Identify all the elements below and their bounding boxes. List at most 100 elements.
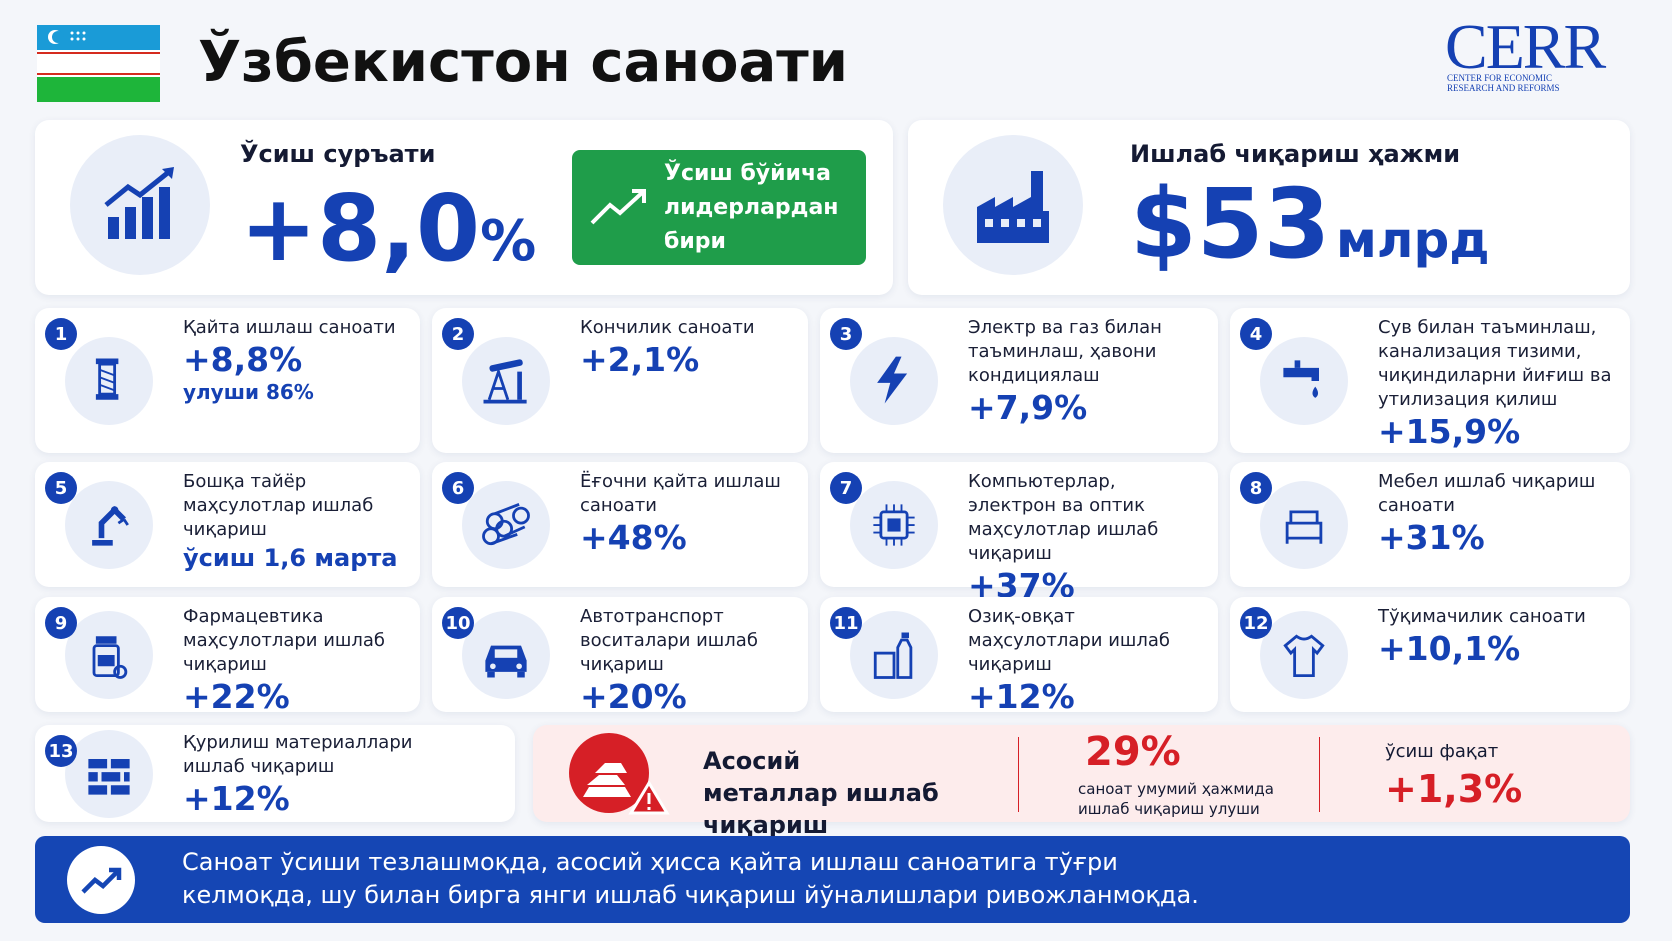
industry-card: 10 Автотранспорт воситалари ишлаб чиқариш…	[432, 597, 808, 716]
industry-label: Сув билан таъминлаш, канализация тизими,…	[1378, 317, 1612, 410]
icon-glyph	[92, 635, 128, 679]
icon	[1260, 480, 1348, 569]
icon-glyph	[877, 356, 908, 403]
industry-label: Фармацевтика маҳсулотлари ишлаб чиқариш	[183, 606, 385, 675]
industry-number: 5	[45, 472, 77, 504]
icon-glyph	[485, 645, 527, 677]
industry-number: 9	[45, 607, 77, 639]
volume-card: Ишлаб чиқариш ҳажми $53 млрд	[908, 120, 1630, 295]
icon-glyph	[92, 505, 129, 546]
icon-glyph	[95, 358, 119, 400]
icon-glyph	[1285, 509, 1323, 544]
growth-number: +8,0	[240, 175, 481, 282]
industry-text: Электр ва газ билан таъминлаш, ҳавони ко…	[968, 316, 1206, 428]
metals-share-label: саноат умумий ҳажмида ишлаб чиқариш улуш…	[1078, 780, 1274, 818]
industry-card: 7 Компьютерлар, электрон ва оптик маҳсуло…	[820, 462, 1218, 605]
industry-number: 3	[830, 318, 862, 350]
industry-text: Кончилик саноати +2,1%	[580, 316, 796, 380]
industry-label: Автотранспорт воситалари ишлаб чиқариш	[580, 606, 758, 675]
industry-value: +12%	[183, 779, 290, 818]
icon	[943, 135, 1083, 275]
industry-note: улуши 86%	[183, 380, 314, 404]
metals-share: 29%	[1085, 729, 1181, 775]
industry-number: 4	[1240, 318, 1272, 350]
icon	[850, 336, 938, 425]
volume-label: Ишлаб чиқариш ҳажми	[1130, 140, 1461, 168]
industry-text: Қурилиш материаллари ишлаб чиқариш +12%	[183, 731, 423, 819]
industry-text: Мебел ишлаб чиқариш саноати +31%	[1378, 470, 1618, 558]
industry-label: Мебел ишлаб чиқариш саноати	[1378, 471, 1596, 516]
industry-number: 2	[442, 318, 474, 350]
industry-card: 1 Қайта ишлаш саноати +8,8% улуши 86%	[35, 308, 420, 453]
metals-growth: +1,3%	[1385, 767, 1523, 811]
industry-label: Қайта ишлаш саноати	[183, 317, 396, 338]
industry-card: 5 Бошқа тайёр маҳсулотлар ишлаб чиқариш ўс…	[35, 462, 420, 587]
industry-value: +22%	[183, 677, 290, 716]
industry-label: Қурилиш материаллари ишлаб чиқариш	[183, 732, 413, 777]
industry-label: Электр ва газ билан таъминлаш, ҳавони ко…	[968, 317, 1162, 386]
industry-value: +2,1%	[580, 340, 700, 379]
industry-card: 13 Қурилиш материаллари ишлаб чиқариш +12%	[35, 725, 515, 822]
industry-value: +20%	[580, 677, 687, 716]
leader-text: Ўсиш бўйича лидерлардан бири	[664, 160, 839, 254]
industry-card: 6 Ёғочни қайта ишлаш саноати +48%	[432, 462, 808, 587]
logo-subtitle-line: CENTER FOR ECONOMIC	[1447, 73, 1553, 83]
icon	[850, 480, 938, 569]
industry-value: +10,1%	[1378, 629, 1521, 668]
industry-value: +7,9%	[968, 388, 1088, 427]
icon-glyph	[873, 503, 915, 546]
icon	[65, 336, 153, 425]
logo: CERR	[1445, 11, 1606, 82]
industry-number: 13	[45, 735, 77, 767]
volume-unit: млрд	[1335, 211, 1490, 269]
industry-value: +48%	[580, 518, 687, 557]
logo-subtitle: CENTER FOR ECONOMIC RESEARCH AND REFORMS	[1447, 73, 1560, 93]
footer-icon	[67, 846, 135, 914]
icon	[65, 480, 153, 569]
icon-glyph	[873, 632, 913, 679]
industry-number: 8	[1240, 472, 1272, 504]
industry-card: 11 Озиқ-овқат маҳсулотлари ишлаб чиқариш +…	[820, 597, 1218, 716]
icon	[65, 610, 153, 699]
industry-card: 8 Мебел ишлаб чиқариш саноати +31%	[1230, 462, 1630, 587]
volume-number: $53	[1130, 168, 1331, 280]
icon	[1260, 336, 1348, 425]
icon	[1260, 610, 1348, 699]
metals-card: Асосий металлар ишлаб чиқариш 29% саноат…	[533, 725, 1630, 839]
icon	[462, 610, 550, 699]
industry-value: +15,9%	[1378, 412, 1521, 451]
industry-text: Сув билан таъминлаш, канализация тизими,…	[1378, 316, 1618, 452]
industry-label: Компьютерлар, электрон ва оптик маҳсулот…	[968, 471, 1159, 564]
icon	[462, 336, 550, 425]
industry-value: +12%	[968, 677, 1075, 716]
industry-text: Автотранспорт воситалари ишлаб чиқариш +2…	[580, 605, 796, 717]
divider	[1319, 737, 1320, 812]
industry-value: +8,8%	[183, 340, 303, 379]
industry-label: Ёғочни қайта ишлаш саноати	[580, 471, 781, 516]
industry-text: Тўқимачилик саноати +10,1%	[1378, 605, 1618, 669]
industry-card: 9 Фармацевтика маҳсулотлари ишлаб чиқариш…	[35, 597, 420, 716]
industry-card: 4 Сув билан таъминлаш, канализация тизими…	[1230, 308, 1630, 453]
icon-glyph	[1283, 633, 1325, 677]
industry-number: 10	[442, 607, 474, 639]
industry-card: 3 Электр ва газ билан таъминлаш, ҳавони к…	[820, 308, 1218, 453]
title: Ўзбекистон саноати	[198, 30, 848, 95]
flag	[37, 25, 160, 102]
logo-subtitle-line: RESEARCH AND REFORMS	[1447, 83, 1560, 93]
volume-value: $53 млрд	[1130, 168, 1490, 280]
industry-label: Озиқ-овқат маҳсулотлари ишлаб чиқариш	[968, 606, 1170, 675]
footer-text: Саноат ўсиши тезлашмоқда, асосий ҳисса қ…	[182, 848, 1199, 909]
industry-text: Ёғочни қайта ишлаш саноати +48%	[580, 470, 796, 558]
industry-number: 7	[830, 472, 862, 504]
leader-badge: Ўсиш бўйича лидерлардан бири	[572, 150, 866, 265]
metals-icon	[569, 733, 670, 815]
industry-value: +31%	[1378, 518, 1485, 557]
growth-label: Ўсиш суръати	[240, 140, 436, 168]
metals-title: Асосий металлар ишлаб чиқариш	[703, 747, 939, 839]
divider	[1018, 737, 1019, 812]
industry-number: 11	[830, 607, 862, 639]
icon	[850, 610, 938, 699]
industry-label: Тўқимачилик саноати	[1378, 606, 1586, 627]
industry-number: 12	[1240, 607, 1272, 639]
